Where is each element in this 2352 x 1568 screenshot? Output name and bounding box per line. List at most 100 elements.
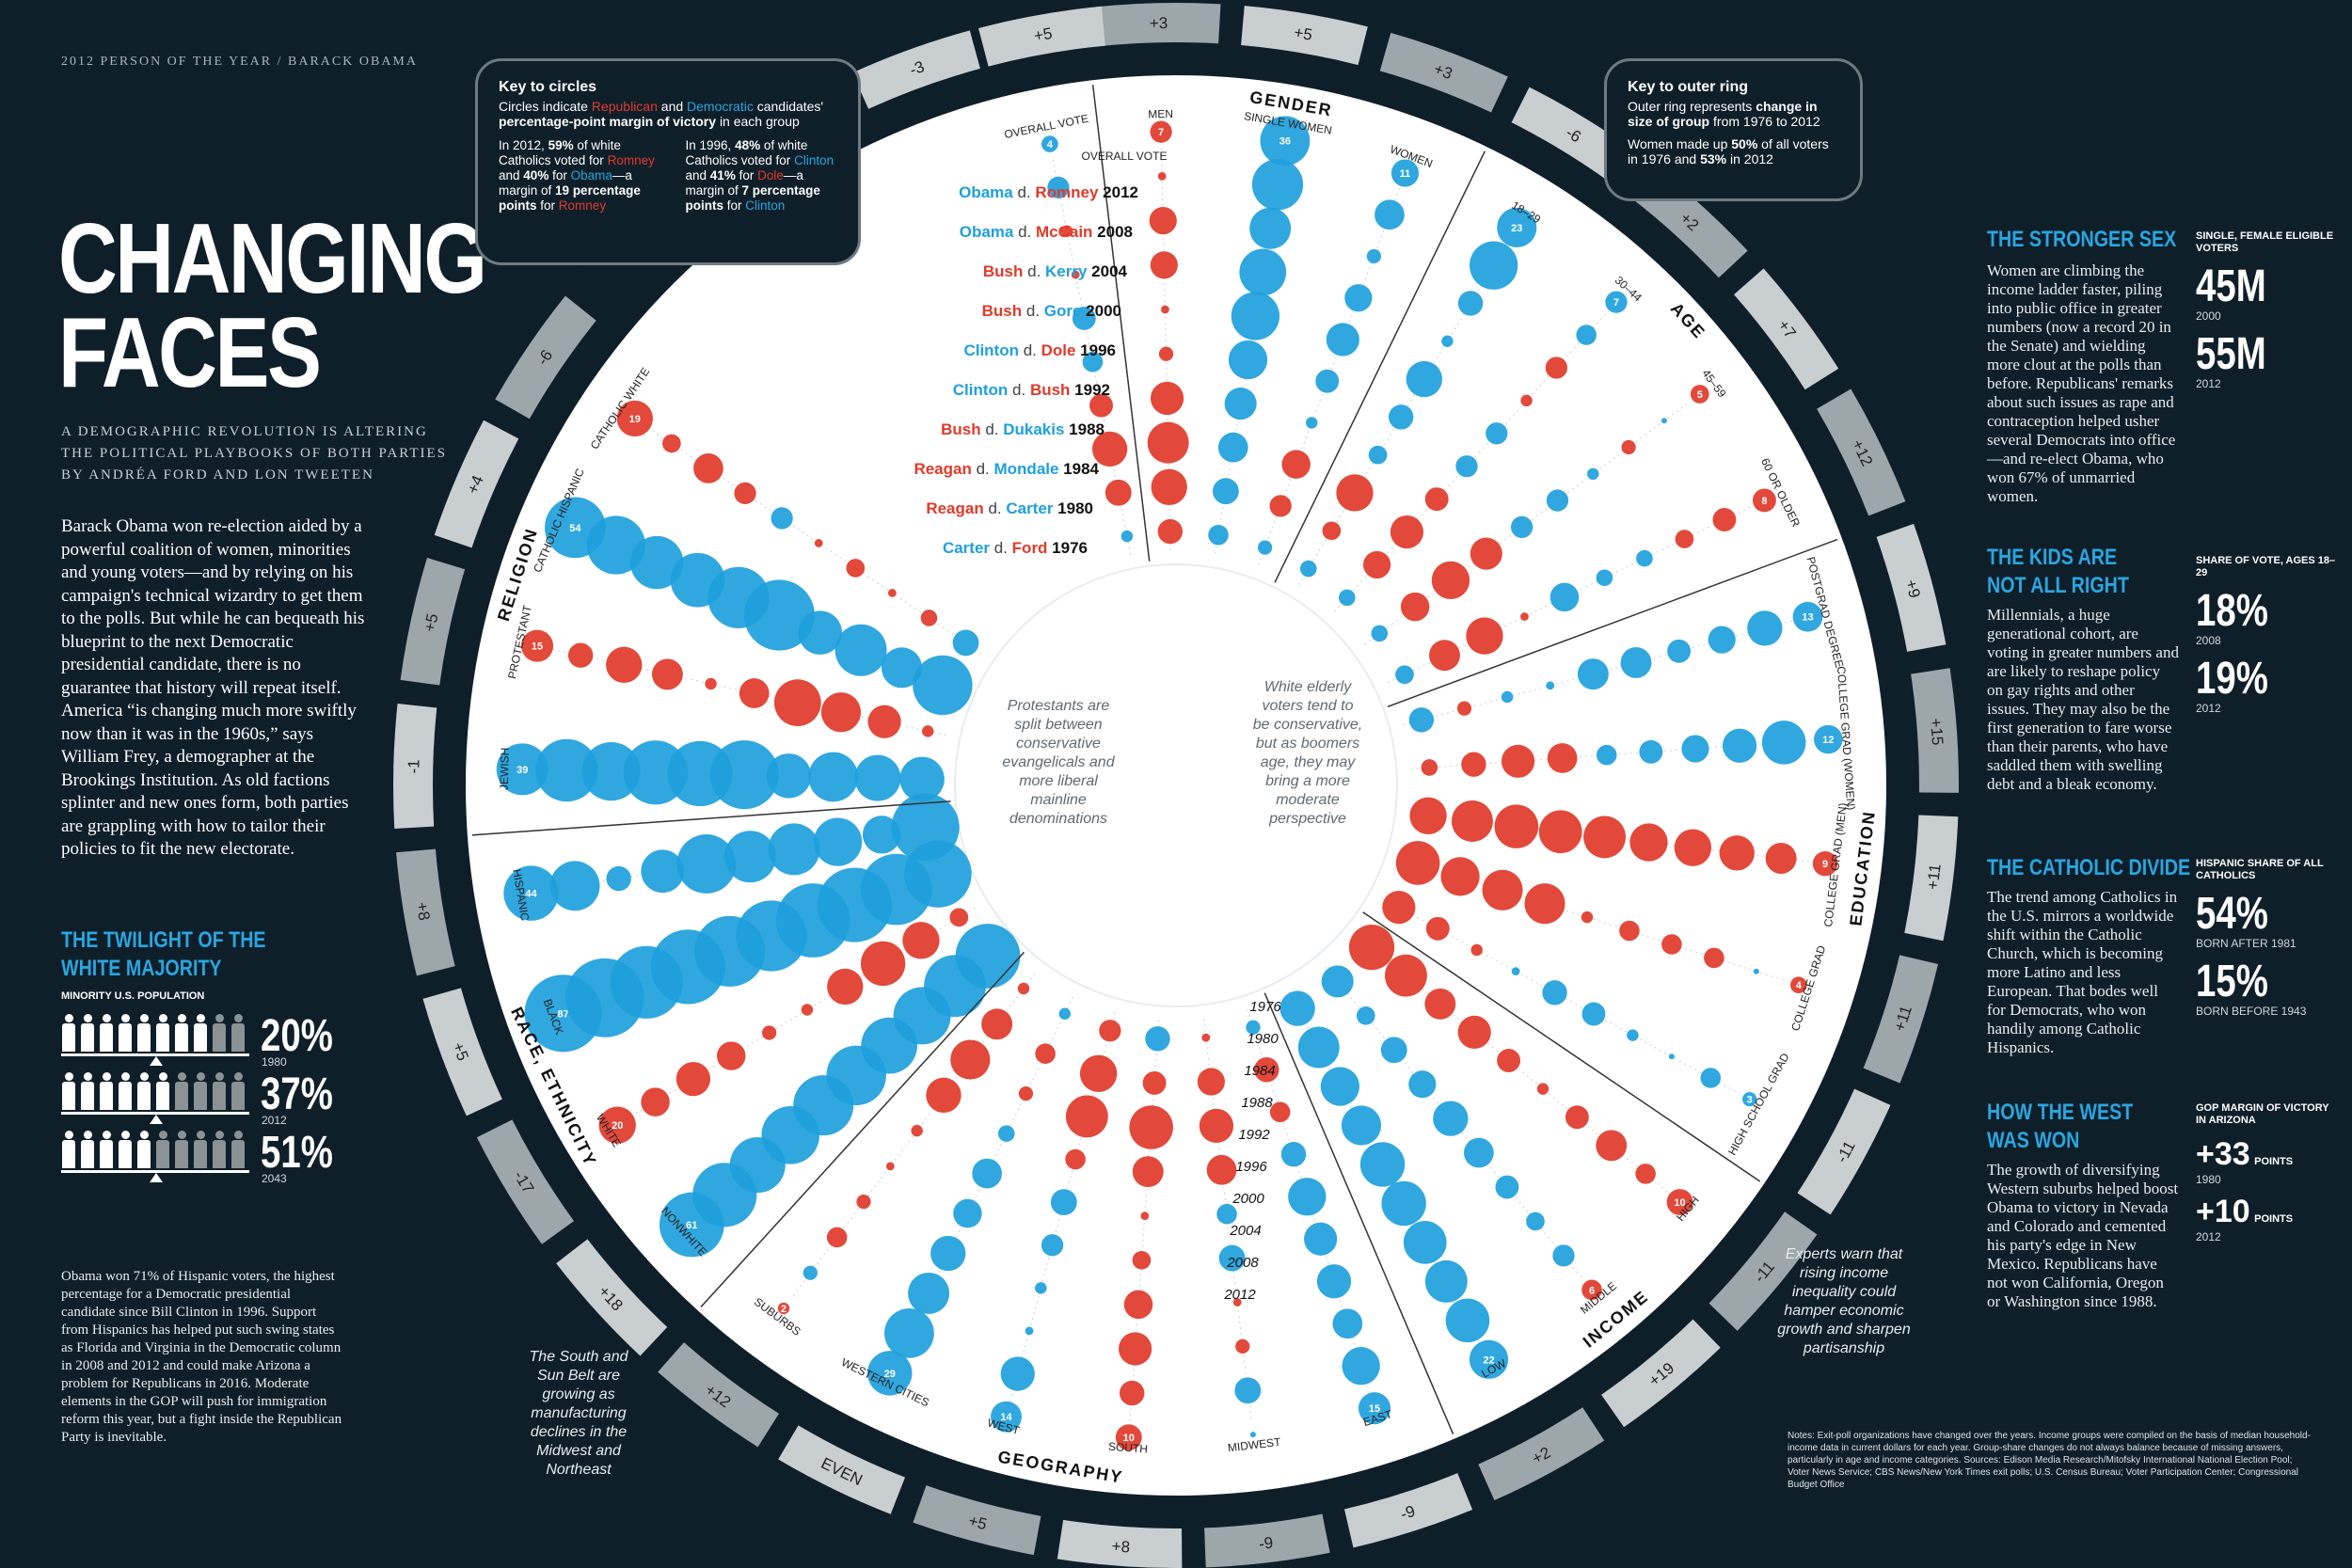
margin-circle (1315, 369, 1340, 393)
margin-circle (567, 642, 594, 668)
margin-circle (1201, 1033, 1211, 1042)
s4-stat-row-2: +10 POINTS (2196, 1194, 2337, 1230)
year-label: 1988 (1241, 1095, 1273, 1111)
margin-circle (651, 658, 683, 690)
year-label: 2000 (1232, 1191, 1264, 1207)
margin-circle (1524, 883, 1565, 925)
category-divider (1387, 538, 1838, 708)
margin-circle (1161, 305, 1169, 314)
margin-circle (1115, 1424, 1142, 1451)
person-icon (80, 1131, 95, 1168)
kc1-j: 19 percentage points (499, 183, 641, 213)
callout-line: growing as (542, 1386, 614, 1402)
margin-circle (777, 1302, 790, 1315)
margin-circle (1342, 1347, 1380, 1386)
s4-stat-1: +33 (2196, 1136, 2250, 1172)
ring-tab (422, 988, 502, 1117)
election-label: Obama d. McCain 2008 (960, 223, 1133, 241)
margin-circle (705, 677, 717, 690)
margin-circle (1279, 990, 1315, 1026)
margin-circle (1382, 891, 1416, 925)
margin-label: 13 (1802, 612, 1813, 624)
s4-unit-2: POINTS (2254, 1213, 2294, 1225)
margin-circle (1605, 291, 1628, 313)
kc2-i: —a margin of (685, 168, 803, 198)
margin-circle (1620, 646, 1652, 678)
margin-circle (1753, 968, 1759, 974)
callout-line: Northeast (546, 1462, 612, 1478)
right-column: THE STRONGER SEX Women are climbing the … (1976, 0, 2352, 1568)
margin-label: 10 (1674, 1197, 1685, 1209)
s3-year-2: BORN BEFORE 1943 (2196, 1005, 2307, 1018)
margin-circle (1790, 976, 1807, 994)
s3-stat-2: 15% (2196, 957, 2268, 1006)
callout-line: be conservative, (1253, 717, 1363, 733)
margin-circle (884, 1308, 934, 1358)
margin-circle (1025, 1326, 1034, 1336)
category-divider (700, 951, 1025, 1308)
margin-circle (1018, 1086, 1034, 1101)
margin-circle (1072, 306, 1096, 330)
kr-t2b: of all voters in 1976 and (1628, 136, 1829, 166)
callout-line: Sun Belt are (537, 1368, 620, 1384)
ring-tab (1601, 1319, 1721, 1428)
margin-label: 39 (516, 765, 528, 776)
seesaw-base (61, 1170, 249, 1173)
person-icon (136, 1131, 151, 1168)
kc2-c: of white Catholics voted for (685, 138, 808, 167)
margin-circle (899, 756, 945, 802)
margin-circle (1041, 1234, 1064, 1257)
group-college-grad-women-: 12 COLLEGE GRAD (WOMEN) (1410, 666, 1858, 811)
ring-tab (977, 6, 1105, 67)
kc1-k: for (540, 198, 556, 213)
margin-circle (1151, 468, 1187, 506)
ring-value: +11 (1924, 863, 1945, 891)
margin-circle (549, 861, 600, 911)
person-icon (193, 1131, 208, 1168)
margin-circle (1792, 601, 1823, 632)
year-label: 1984 (1244, 1063, 1275, 1079)
ring-tab (400, 558, 466, 686)
margin-label: 19 (629, 414, 641, 425)
election-label: Reagan d. Carter 1980 (926, 499, 1093, 517)
ring-value: +3 (1150, 14, 1168, 32)
margin-circle (1576, 325, 1597, 345)
group-label: MEN (1148, 107, 1173, 121)
callout-line: split between (1014, 717, 1102, 733)
twilight-row: 37% 2012 (61, 1072, 333, 1127)
margin-circle (1322, 521, 1342, 541)
kc1-d: Romney (607, 153, 655, 167)
margin-circle (1091, 431, 1128, 467)
margin-circle (1639, 739, 1663, 764)
margin-circle (1336, 474, 1374, 512)
margin-circle (503, 865, 559, 921)
margin-circle (1581, 911, 1594, 924)
margin-circle (1501, 690, 1514, 704)
kc1-e: and (499, 168, 520, 182)
kc2-a: In 1996, (685, 138, 732, 152)
left-column: 2012 PERSON OF THE YEAR / BARACK OBAMA C… (0, 0, 487, 1568)
margin-circle (1249, 207, 1292, 249)
margin-circle (1596, 744, 1617, 766)
west-body: The growth of diversifying Western subur… (1987, 1161, 2179, 1310)
margin-label: 54 (569, 523, 581, 534)
s4-stat-2: +10 (2196, 1194, 2250, 1229)
year-label: 2012 (1223, 1287, 1256, 1303)
s2-year-2: 2012 (2196, 702, 2221, 715)
margin-circle (734, 482, 756, 505)
margin-circle (834, 624, 887, 676)
election-text: Bush d. Gore 2000 (982, 302, 1121, 320)
key-ring-title: Key to outer ring (1628, 79, 1749, 95)
margin-circle (606, 646, 643, 683)
kc1-a: In 2012, (499, 138, 545, 152)
person-icon (61, 1014, 76, 1052)
kr-t2: Women made up (1628, 136, 1728, 151)
margin-circle (891, 793, 960, 862)
margin-circle (981, 1008, 1013, 1040)
s3-stat-label: HISPANIC SHARE OF ALL CATHOLICS (2196, 858, 2324, 881)
margin-circle (949, 908, 969, 927)
margin-circle (1132, 1250, 1152, 1270)
